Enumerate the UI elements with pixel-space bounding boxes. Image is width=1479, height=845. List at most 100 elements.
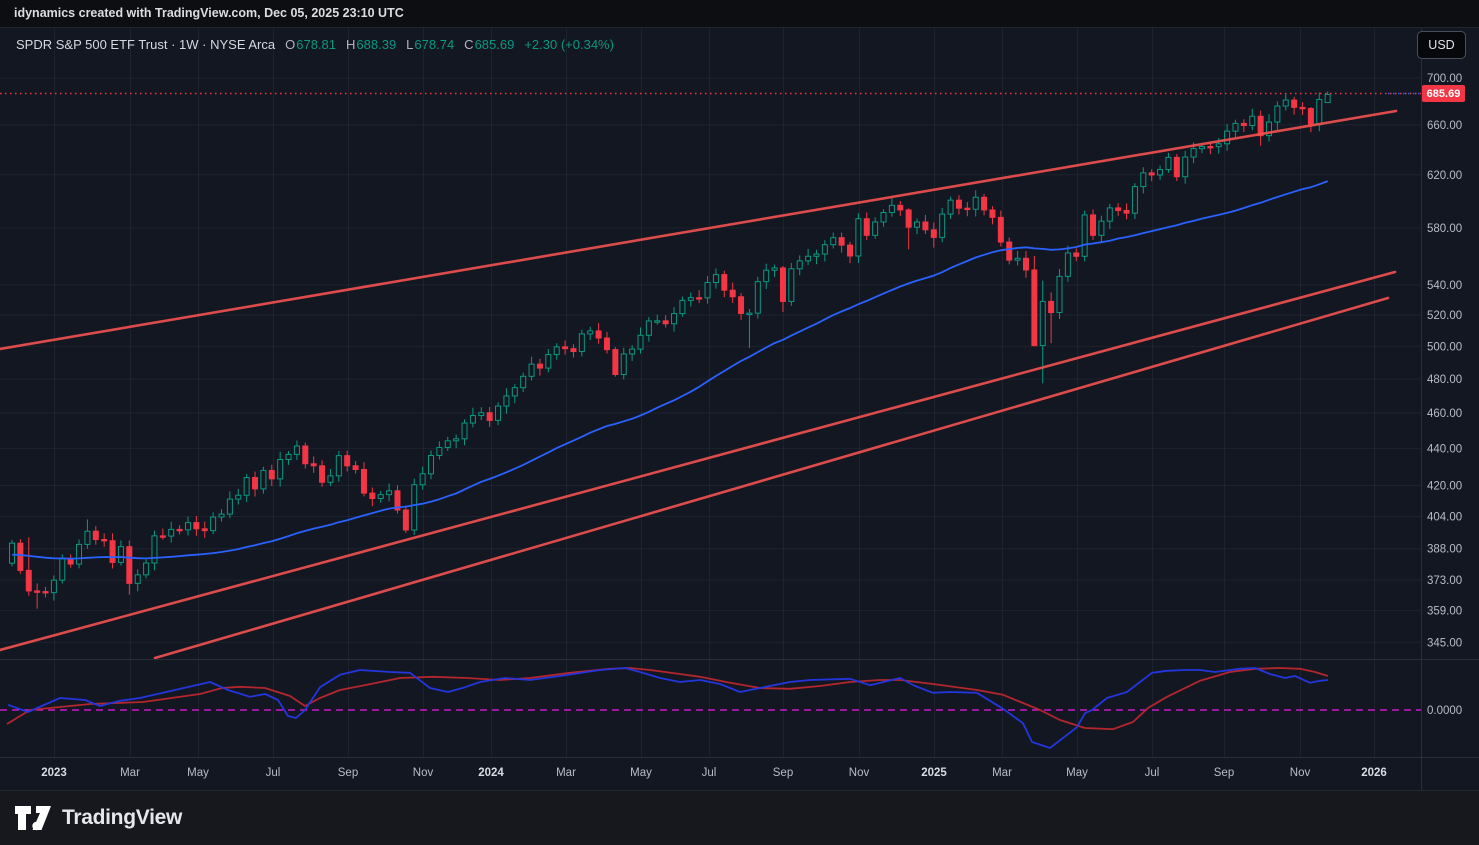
candle-down bbox=[201, 528, 208, 532]
indicator-red-line bbox=[6, 667, 1329, 731]
candle-up bbox=[50, 579, 57, 594]
candle-up bbox=[1249, 115, 1256, 127]
candle-up bbox=[386, 490, 393, 496]
price-tick-label: 460.00 bbox=[1427, 408, 1462, 420]
price-tick-label: 660.00 bbox=[1427, 120, 1462, 132]
candle-down bbox=[268, 469, 275, 480]
indicator-blue-line bbox=[7, 667, 1329, 749]
candle-up bbox=[9, 542, 15, 564]
candle-down bbox=[897, 204, 904, 211]
candle-up bbox=[620, 353, 627, 375]
candle-down bbox=[595, 330, 602, 339]
candle-down bbox=[1173, 156, 1180, 178]
candle-down bbox=[394, 490, 401, 511]
ohlc-open: O 678.81 bbox=[285, 36, 337, 52]
time-tick-label: May bbox=[630, 767, 652, 779]
candle-down bbox=[729, 289, 736, 298]
candle-down bbox=[570, 348, 577, 353]
candle-down bbox=[1031, 269, 1038, 347]
candle-up bbox=[1157, 169, 1164, 176]
candle-up bbox=[1182, 156, 1189, 178]
candle-down bbox=[302, 445, 309, 465]
candle-up bbox=[1106, 207, 1113, 222]
candle-down bbox=[863, 218, 870, 236]
price-tick-label: 404.00 bbox=[1427, 511, 1462, 523]
candle-up bbox=[545, 354, 552, 369]
candle-up bbox=[914, 221, 921, 228]
price-tick-label: 700.00 bbox=[1427, 73, 1462, 85]
price-tick-label: 388.00 bbox=[1427, 544, 1462, 556]
candle-down bbox=[159, 535, 166, 538]
currency-toggle-button[interactable]: USD bbox=[1417, 31, 1466, 59]
candle-up bbox=[134, 574, 141, 584]
candle-up bbox=[1274, 105, 1281, 123]
candle-up bbox=[746, 312, 753, 316]
ohlc-high: H 688.39 bbox=[346, 36, 397, 52]
candle-down bbox=[536, 363, 543, 369]
candle-up bbox=[645, 320, 652, 336]
candle-up bbox=[243, 477, 250, 496]
candle-up bbox=[1039, 300, 1046, 347]
candle-down bbox=[319, 465, 326, 483]
candle-up bbox=[461, 422, 468, 440]
candle-down bbox=[930, 229, 937, 238]
candle-down bbox=[989, 209, 996, 218]
candle-up bbox=[813, 253, 820, 257]
candle-up bbox=[453, 438, 460, 442]
candle-up bbox=[411, 484, 418, 531]
time-tick-label: Sep bbox=[1214, 767, 1234, 779]
candle-down bbox=[1022, 257, 1029, 271]
candle-up bbox=[805, 255, 812, 262]
candle-down bbox=[1090, 214, 1097, 236]
candle-up bbox=[293, 445, 300, 455]
candle-down bbox=[92, 530, 99, 541]
symbol-title: SPDR S&P 500 ETF Trust · 1W · NYSE Arca bbox=[16, 36, 276, 52]
candle-up bbox=[1098, 220, 1105, 236]
candle-down bbox=[981, 196, 988, 211]
candle-up bbox=[872, 221, 879, 236]
time-tick-label: May bbox=[1066, 767, 1088, 779]
price-tick-label: 420.00 bbox=[1427, 480, 1462, 492]
candle-down bbox=[964, 207, 971, 211]
last-price-label: 685.69 bbox=[1422, 85, 1465, 102]
candle-down bbox=[310, 463, 317, 467]
time-tick-label: Nov bbox=[413, 767, 434, 779]
candle-up bbox=[277, 459, 284, 480]
candle-down bbox=[922, 221, 929, 231]
candle-up bbox=[763, 269, 770, 283]
time-tick-label: Sep bbox=[773, 767, 793, 779]
symbol-header[interactable]: SPDR S&P 500 ETF Trust · 1W · NYSE Arca … bbox=[16, 34, 614, 54]
candle-down bbox=[193, 522, 200, 530]
price-tick-label: 440.00 bbox=[1427, 443, 1462, 455]
candle-up bbox=[1056, 275, 1063, 314]
candle-up bbox=[1232, 122, 1239, 132]
candle-up bbox=[168, 528, 175, 537]
price-change: +2.30 (+0.34%) bbox=[524, 36, 614, 52]
candle-up bbox=[428, 454, 434, 475]
candle-down bbox=[369, 492, 376, 500]
trend-line bbox=[0, 109, 1398, 351]
candle-down bbox=[997, 216, 1004, 243]
tradingview-brand[interactable]: TradingView bbox=[14, 805, 182, 831]
candle-up bbox=[143, 562, 150, 576]
candle-down bbox=[67, 558, 74, 565]
time-tick-label: Nov bbox=[849, 767, 870, 779]
candle-up bbox=[939, 213, 946, 238]
candle-up bbox=[1014, 257, 1021, 261]
candle-down bbox=[1257, 115, 1264, 137]
candle-down bbox=[779, 267, 786, 302]
time-tick-label: Mar bbox=[556, 767, 576, 779]
candle-up bbox=[436, 446, 443, 456]
candle-up bbox=[1316, 98, 1323, 126]
candle-up bbox=[1224, 130, 1231, 145]
candle-up bbox=[335, 455, 342, 477]
candle-up bbox=[226, 498, 233, 515]
candle-up bbox=[260, 469, 267, 490]
candle-down bbox=[1073, 252, 1080, 257]
attribution-text: idynamics created with TradingView.com, … bbox=[14, 6, 404, 20]
candle-up bbox=[511, 387, 518, 397]
time-tick-label: Mar bbox=[120, 767, 140, 779]
candle-down bbox=[1048, 300, 1055, 314]
candle-down bbox=[1291, 99, 1298, 108]
